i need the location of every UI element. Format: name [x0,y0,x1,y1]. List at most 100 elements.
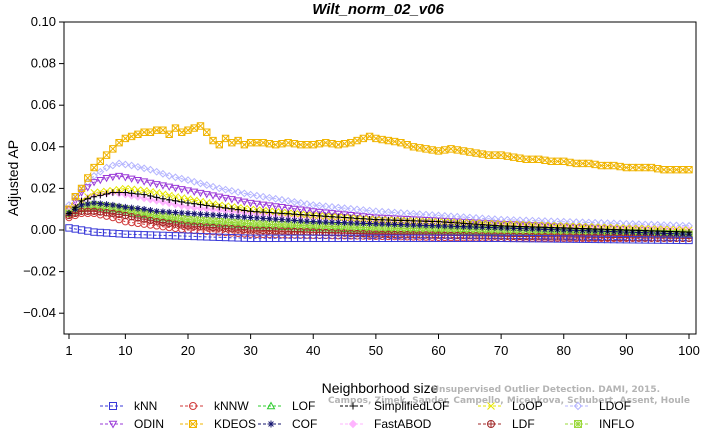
data-point [372,230,380,238]
data-point [685,165,693,174]
data-point [159,190,167,198]
data-point [428,217,437,225]
data-point [253,220,261,228]
data-point [115,159,124,168]
data-point [334,141,342,149]
data-point [127,132,136,141]
data-point [133,162,142,171]
data-point [90,199,98,207]
data-point [272,221,280,229]
data-point [616,226,624,233]
data-point [385,216,392,224]
legend-label: ODIN [134,417,164,431]
data-point [278,210,286,217]
data-point [504,233,511,240]
series-line [68,192,690,233]
data-point [291,228,298,235]
data-point [203,223,210,231]
data-point [348,419,358,429]
data-point [152,196,161,205]
data-point [277,204,286,212]
data-point [184,126,192,134]
data-point [121,134,130,143]
data-point [184,216,192,224]
data-point [140,191,148,198]
data-point [278,139,286,148]
data-point [178,209,185,217]
legend-item-inflo: INFLO [565,417,634,431]
data-point [347,223,355,231]
data-point [629,227,636,234]
data-point [660,165,668,174]
data-point [334,223,342,231]
data-point [216,212,223,219]
data-point [241,207,248,214]
data-point [184,195,192,203]
data-point [209,203,217,210]
data-point [629,234,636,241]
data-point [353,219,361,227]
data-point [302,207,312,215]
data-point [215,218,223,226]
data-point [209,136,217,145]
legend-label: kNNW [214,399,249,413]
data-point [434,217,443,225]
data-point [165,172,174,180]
data-point [284,228,292,235]
data-point [166,220,173,227]
data-point [83,184,92,192]
data-point [159,198,167,207]
data-point [346,211,355,220]
data-point [310,212,317,219]
data-point [191,200,198,207]
data-point [159,126,167,134]
data-point [177,201,186,210]
data-point [472,220,480,228]
data-point [410,221,417,229]
data-point [121,160,130,169]
data-point [159,212,167,220]
data-point [660,228,668,235]
data-point [209,224,217,231]
data-point [353,136,361,145]
data-point [172,197,179,205]
data-point [159,195,167,202]
data-point [466,220,474,227]
data-point [296,199,305,207]
data-point [96,167,105,176]
data-point [240,219,248,227]
data-point [166,196,173,204]
data-point [353,212,362,220]
data-point [322,213,329,220]
data-point [366,224,374,232]
legend-label: LDF [512,417,535,431]
data-point [303,218,311,225]
data-point [165,130,173,139]
data-point [272,227,279,235]
data-point [153,189,161,197]
data-point [259,201,268,209]
data-point [297,211,304,218]
data-point [372,224,380,232]
data-point [429,218,436,225]
x-tick-label: 70 [494,343,508,358]
data-point [648,227,655,235]
data-point [165,213,173,221]
data-point [384,224,392,232]
data-point [416,222,423,229]
data-point [216,203,223,211]
data-point [103,209,110,216]
series-simplifiedlof [65,189,693,236]
data-point [90,179,99,187]
data-point [183,187,193,195]
data-point [397,138,405,147]
legend-item-knn: kNN [100,399,157,413]
watermark-line-1: Unsupervised Outlier Detection. DAMI, 20… [432,385,660,395]
data-point [109,201,117,209]
data-point [134,130,142,139]
legend-item-kdeos: KDEOS [180,417,256,431]
data-point [134,214,142,222]
data-point [510,223,517,230]
data-point [140,178,149,186]
data-point [96,157,105,166]
